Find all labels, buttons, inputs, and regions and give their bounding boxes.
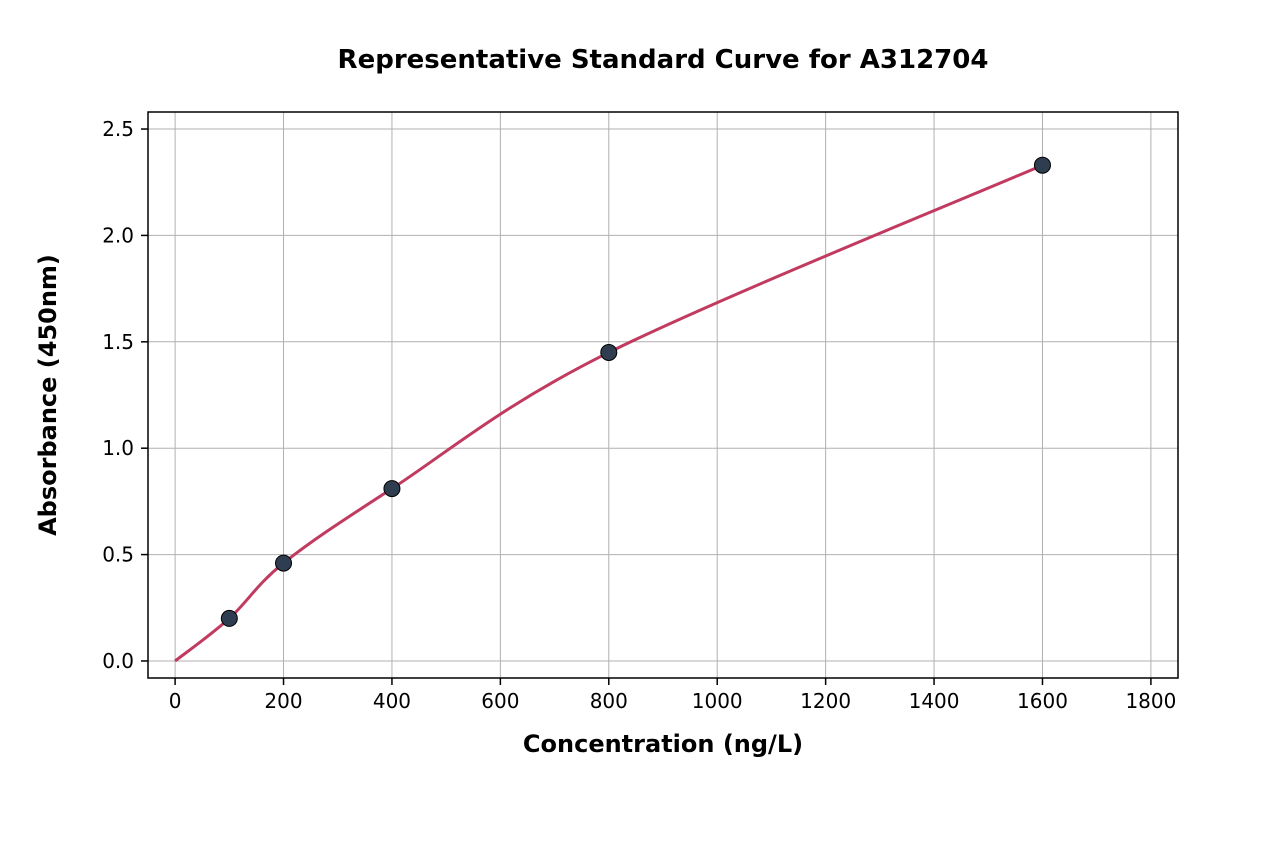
chart-container: 0 200 400 600 800 1000 1200 1400 1600 1800 0.0 0.5 1… [0, 0, 1280, 845]
chart-title: Representative Standard Curve for A31270… [338, 45, 989, 75]
standard-curve-chart: 0 200 400 600 800 1000 1200 1400 1600 1800 0.0 0.5 1… [0, 0, 1280, 845]
data-point [221, 610, 237, 626]
y-tick-label: 2.5 [102, 117, 134, 141]
y-tick-label: 2.0 [102, 223, 134, 247]
x-tick-label: 800 [590, 689, 628, 713]
y-tick-label: 1.5 [102, 330, 134, 354]
x-tick-label: 600 [481, 689, 519, 713]
y-axis-label: Absorbance (450nm) [34, 254, 62, 536]
data-point [384, 481, 400, 497]
x-tick-label: 400 [373, 689, 411, 713]
data-point [276, 555, 292, 571]
x-tick-label: 1200 [800, 689, 851, 713]
x-tick-label: 200 [264, 689, 302, 713]
x-tick-label: 1400 [909, 689, 960, 713]
y-tick-label: 0.5 [102, 543, 134, 567]
x-tick-label: 1800 [1125, 689, 1176, 713]
x-tick-label: 1000 [692, 689, 743, 713]
data-point [601, 344, 617, 360]
x-axis-label: Concentration (ng/L) [523, 730, 803, 758]
x-tick-label: 1600 [1017, 689, 1068, 713]
data-point [1034, 157, 1050, 173]
y-tick-label: 1.0 [102, 436, 134, 460]
x-tick-label: 0 [169, 689, 182, 713]
y-tick-label: 0.0 [102, 649, 134, 673]
